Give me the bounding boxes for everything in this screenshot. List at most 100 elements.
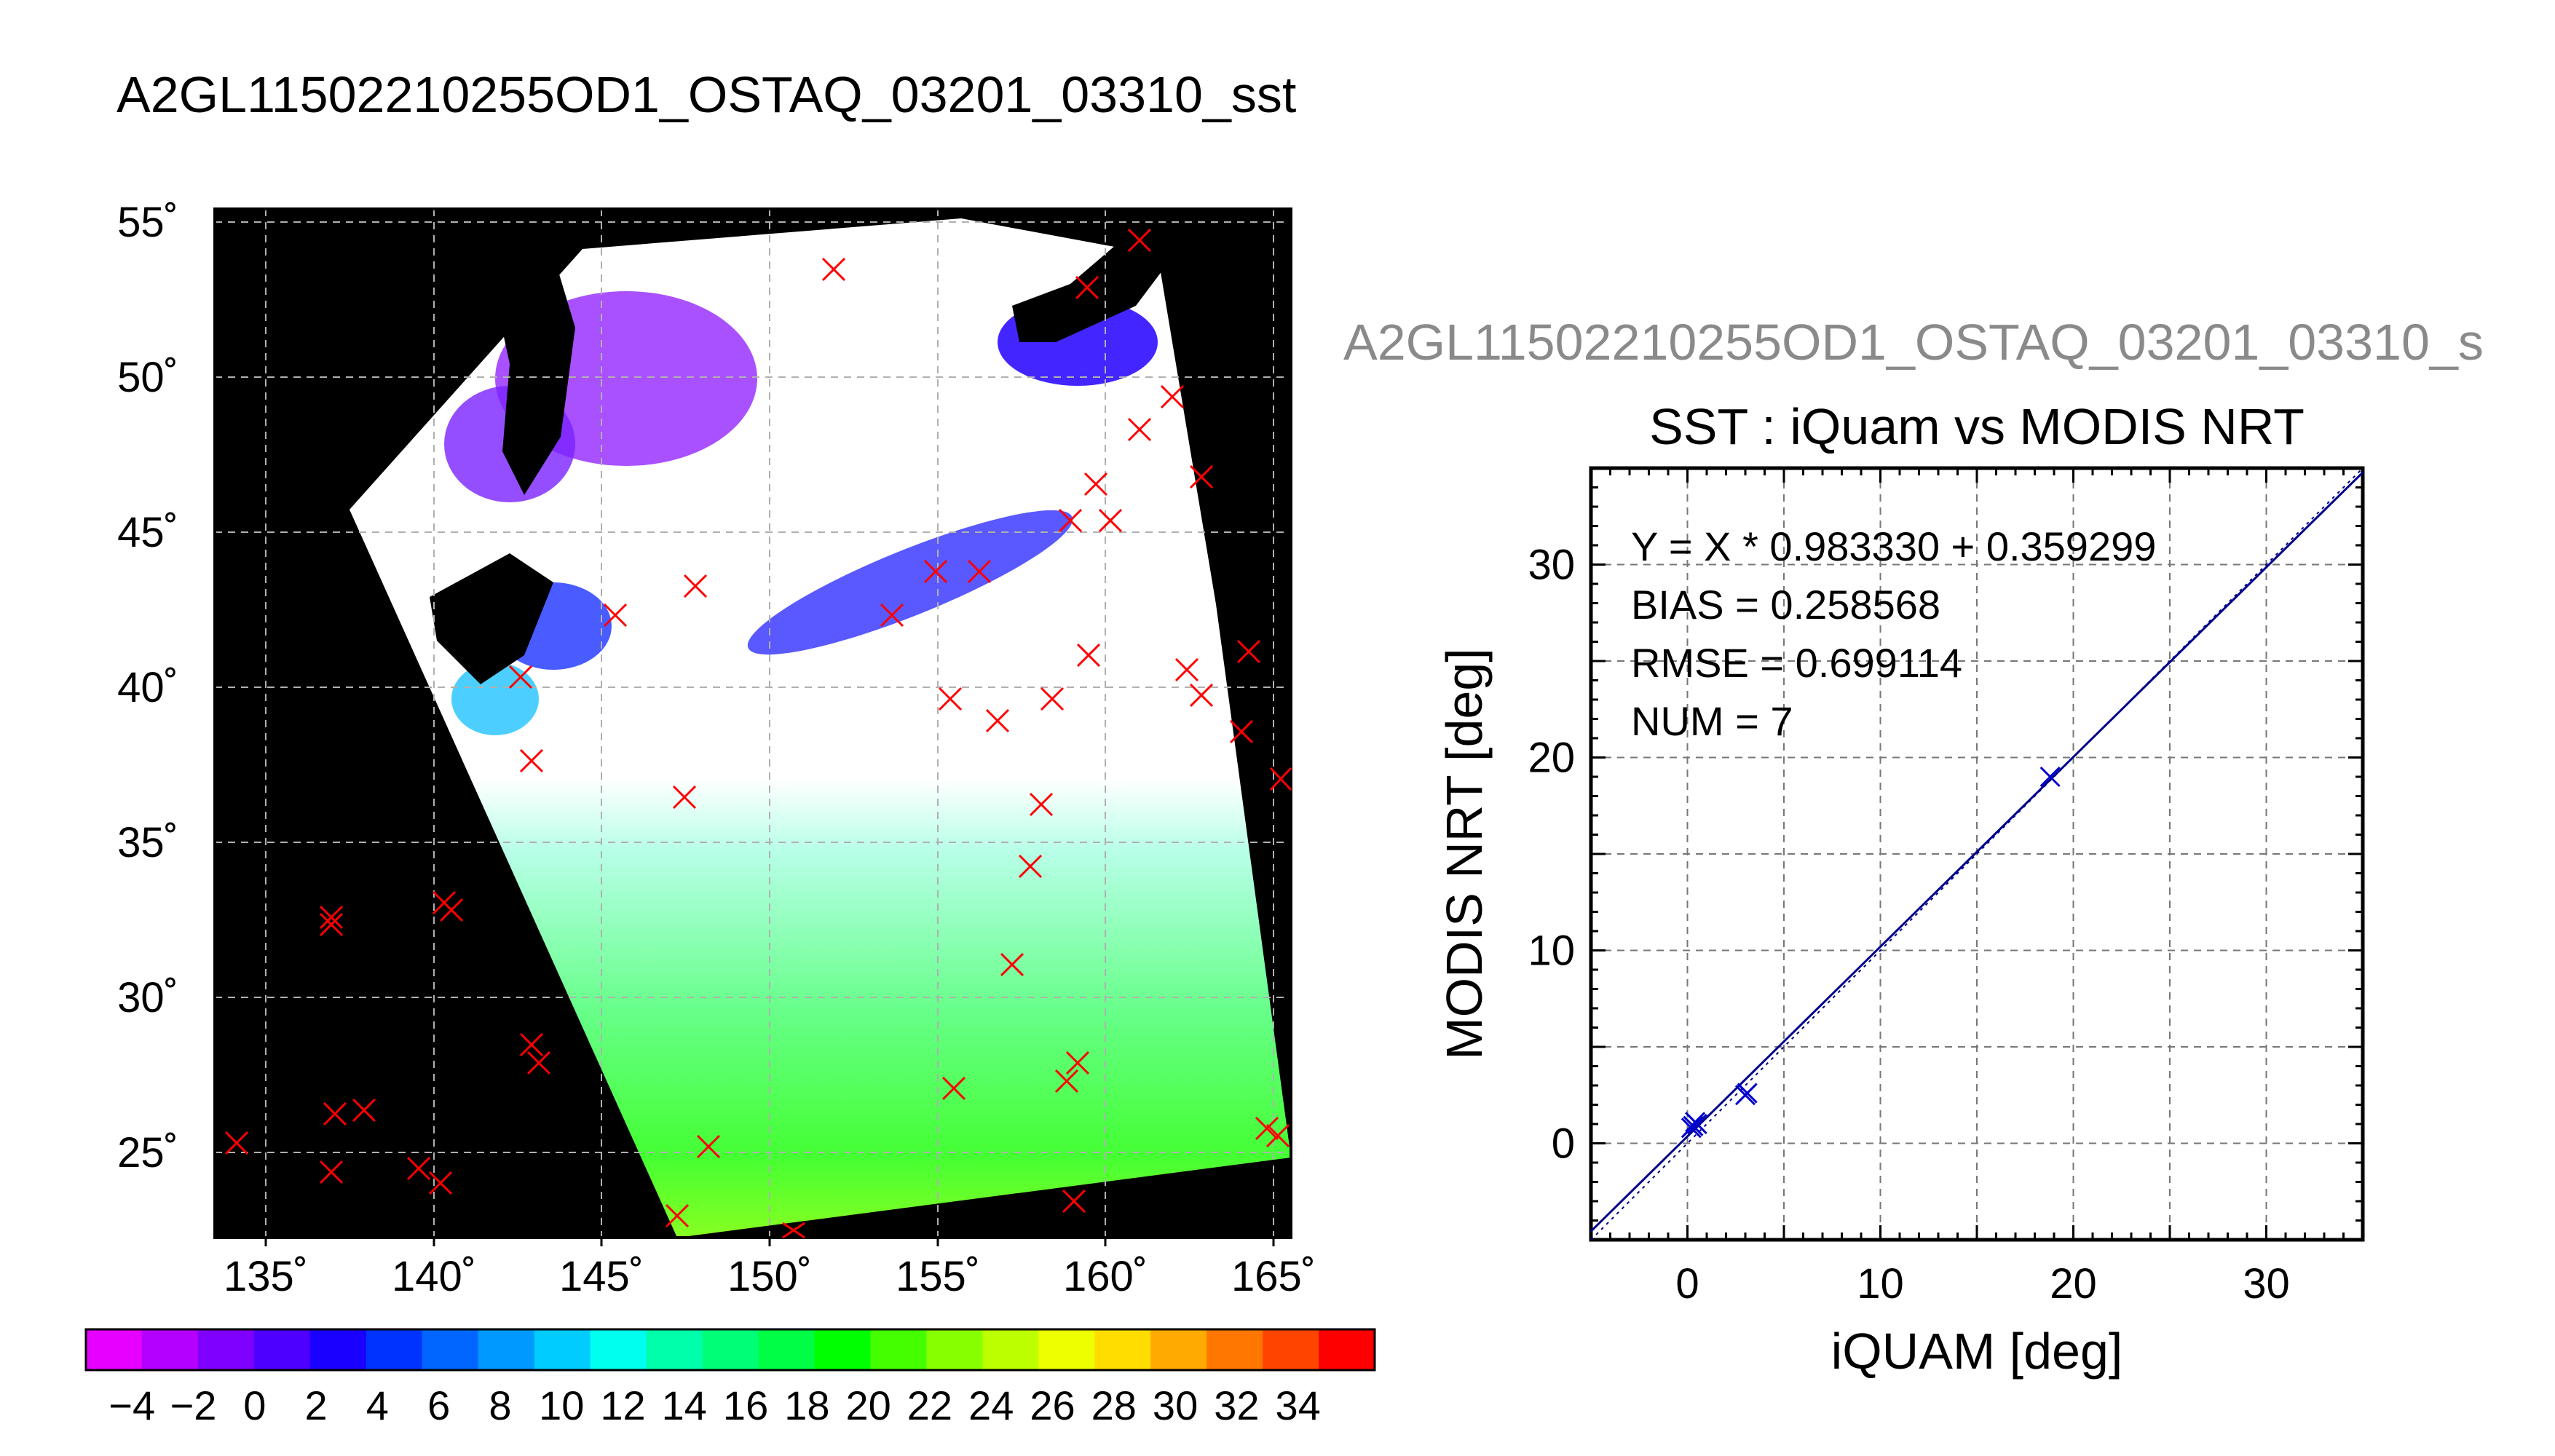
- scatter-point: [1686, 1113, 1707, 1135]
- match-marker: [1018, 854, 1043, 879]
- regression-annotation: Y = X * 0.983330 + 0.359299: [1631, 523, 2156, 569]
- match-marker: [683, 574, 708, 598]
- match-marker: [941, 1076, 966, 1101]
- colorbar-tick-label: 4: [366, 1382, 389, 1428]
- match-marker: [428, 1171, 453, 1195]
- match-marker: [1000, 952, 1024, 977]
- y-tick-label: 20: [1528, 735, 1575, 782]
- colorbar-cell: [758, 1329, 815, 1370]
- match-marker: [603, 603, 628, 628]
- match-marker: [665, 1203, 690, 1228]
- match-marker: [1065, 1051, 1090, 1075]
- lat-tick-label: 45˚: [117, 509, 178, 556]
- match-markers: [224, 228, 1292, 1239]
- x-axis-label: iQUAM [deg]: [1831, 1323, 2123, 1380]
- match-marker: [1029, 792, 1054, 817]
- y-tick-label: 0: [1552, 1120, 1575, 1168]
- lat-tick-label: 25˚: [117, 1129, 178, 1176]
- sst-map: 55˚ 50˚ 45˚ 40˚ 35˚ 30˚ 25˚ 135˚ 140˚ 14…: [84, 199, 1376, 1428]
- scatter-plot: SST : iQuam vs MODIS NRT 0 10 20 300102030 …: [1436, 398, 2365, 1380]
- satellite-swath: [350, 218, 1291, 1238]
- colorbar-cell: [1094, 1329, 1151, 1370]
- colorbar-cell: [309, 1329, 367, 1370]
- colorbar-cell: [926, 1329, 983, 1370]
- lat-tick-label: 30˚: [117, 974, 178, 1021]
- match-marker: [1127, 417, 1152, 442]
- match-marker: [880, 603, 904, 628]
- colorbar-tick-label: 28: [1091, 1382, 1137, 1428]
- colorbar-cell: [86, 1329, 143, 1370]
- colorbar-cell: [814, 1329, 871, 1370]
- colorbar-tick-label: −4: [108, 1382, 155, 1428]
- lon-tick-label: 140˚: [392, 1253, 476, 1300]
- colorbar-cell: [478, 1329, 535, 1370]
- colorbar-cell: [1263, 1329, 1319, 1370]
- match-marker: [1229, 719, 1254, 744]
- colorbar-cell: [982, 1329, 1039, 1370]
- colorbar-cell: [1207, 1329, 1263, 1370]
- colorbar-tick-label: 18: [784, 1382, 829, 1428]
- x-tick-label: 30: [2243, 1260, 2290, 1307]
- lon-tick-label: 135˚: [224, 1253, 308, 1300]
- colorbar-cell: [141, 1329, 199, 1370]
- lon-tick-label: 155˚: [896, 1253, 980, 1300]
- colorbar-tick-label: 16: [723, 1382, 768, 1428]
- lon-tick-label: 160˚: [1063, 1253, 1148, 1300]
- colorbar-cell: [197, 1329, 255, 1370]
- colorbar-tick-label: 2: [304, 1382, 327, 1428]
- map-frame: [213, 207, 1292, 1246]
- colorbar-cell: [253, 1329, 311, 1370]
- colorbar-cell: [422, 1329, 479, 1370]
- colorbar-cell: [366, 1329, 423, 1370]
- y-tick-label: 30: [1528, 542, 1575, 589]
- colorbar-cell: [1319, 1329, 1375, 1370]
- match-marker: [1255, 1116, 1279, 1141]
- colorbar-tick-label: 22: [907, 1382, 952, 1428]
- colorbar-tick-label: 14: [662, 1382, 707, 1428]
- match-marker: [1189, 464, 1214, 489]
- match-marker: [1236, 639, 1261, 664]
- y-tick-label: 10: [1528, 927, 1575, 975]
- match-marker: [672, 785, 697, 810]
- match-marker: [1189, 683, 1214, 708]
- match-marker: [319, 1160, 344, 1184]
- colorbar-cell: [590, 1329, 647, 1370]
- x-tick-label: 10: [1857, 1260, 1904, 1307]
- map-grid: [215, 209, 1291, 1238]
- match-marker: [1058, 508, 1083, 533]
- match-marker: [519, 748, 544, 773]
- colorbar-cell: [870, 1329, 927, 1370]
- page-title: A2GL11502210255OD1_OSTAQ_03201_03310_sst: [117, 66, 1297, 123]
- match-marker: [1054, 1069, 1079, 1093]
- colorbar-tick-label: 24: [968, 1382, 1014, 1428]
- colorbar-tick-label: 34: [1275, 1382, 1320, 1428]
- match-marker: [323, 1101, 347, 1126]
- colorbar-cell: [1150, 1329, 1207, 1370]
- scatter-grid: [1591, 468, 2363, 1240]
- colorbar-tick-label: 30: [1153, 1382, 1198, 1428]
- land-mask: [488, 255, 575, 495]
- colorbar-tick-label: 20: [845, 1382, 891, 1428]
- x-tick-label: 20: [2050, 1260, 2097, 1307]
- match-marker: [1040, 687, 1065, 711]
- bias-annotation: BIAS = 0.258568: [1631, 582, 1940, 628]
- match-marker: [1098, 508, 1123, 533]
- rmse-annotation: RMSE = 0.699114: [1631, 640, 1962, 686]
- match-marker: [352, 1098, 376, 1123]
- match-marker: [967, 559, 992, 584]
- match-marker: [1062, 1189, 1086, 1214]
- x-tick-label: 0: [1675, 1260, 1699, 1307]
- match-marker: [1083, 472, 1108, 496]
- colorbar-tick-label: −2: [170, 1382, 217, 1428]
- match-marker: [319, 912, 344, 937]
- chart-title: SST : iQuam vs MODIS NRT: [1649, 398, 2305, 455]
- match-marker: [696, 1134, 721, 1159]
- match-marker: [519, 1032, 544, 1057]
- colorbar-cell: [534, 1329, 591, 1370]
- fit-line: [1590, 471, 2364, 1233]
- colorbar-tick-label: 6: [427, 1382, 450, 1428]
- lat-tick-label: 55˚: [117, 199, 178, 246]
- match-marker: [821, 257, 846, 282]
- match-marker: [938, 687, 963, 711]
- match-marker: [508, 665, 533, 689]
